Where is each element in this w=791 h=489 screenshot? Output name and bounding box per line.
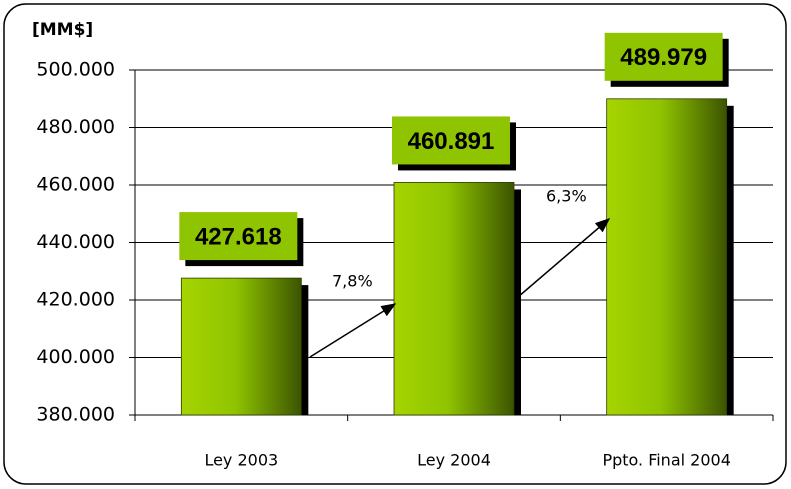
bar <box>606 98 728 416</box>
y-tick-label: 460.000 <box>36 174 115 196</box>
frame <box>3 3 787 485</box>
bar <box>180 277 302 416</box>
value-label-box <box>179 212 298 261</box>
annotation: 6,3% <box>546 187 587 206</box>
arrow <box>517 218 611 298</box>
y-tick-label: 400.000 <box>36 346 115 368</box>
value-label-box <box>604 32 723 81</box>
value-label: 460.891 <box>408 128 495 155</box>
x-tick-label: Ley 2003 <box>204 451 278 470</box>
value-label: 489.979 <box>620 44 707 71</box>
y-tick-label: 440.000 <box>36 231 115 253</box>
x-tick-label: Ppto. Final 2004 <box>602 451 730 470</box>
y-tick-label: 500.000 <box>36 59 115 81</box>
annotation: 7,8% <box>332 272 373 291</box>
bar <box>393 182 515 416</box>
value-label: 427.618 <box>195 223 282 250</box>
value-label-box <box>392 116 510 165</box>
y-tick-label: 480.000 <box>36 116 115 138</box>
x-tick-label: Ley 2004 <box>417 451 491 470</box>
y-tick-label: 420.000 <box>36 289 115 311</box>
y-tick-label: 380.000 <box>36 404 115 426</box>
arrow <box>309 303 397 358</box>
y-axis-label: [MM$] <box>32 20 93 40</box>
